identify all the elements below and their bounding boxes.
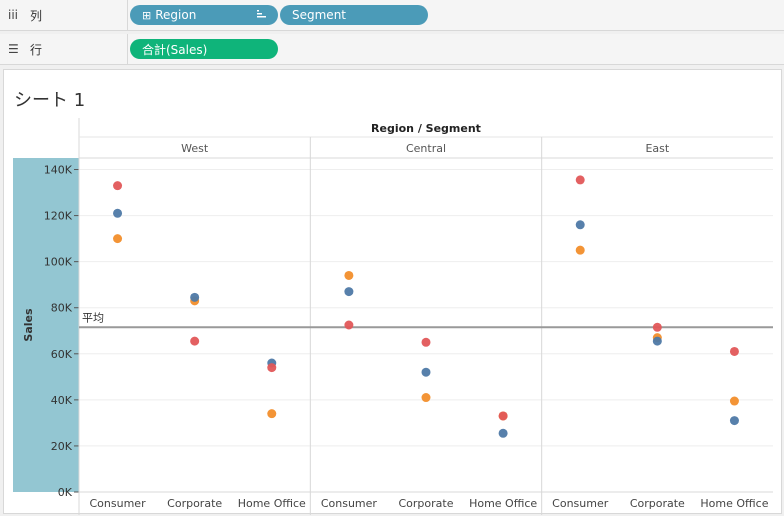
region-header: Central	[406, 142, 446, 155]
data-point	[267, 409, 277, 419]
data-point	[113, 181, 123, 191]
data-point	[421, 337, 431, 347]
y-tick-label: 20K	[51, 440, 73, 453]
average-line-label: 平均	[82, 311, 104, 324]
columns-shelf[interactable]: iii 列 ⊞ Region Segment	[0, 0, 784, 31]
columns-shelf-label: iii 列	[0, 0, 128, 30]
segment-tick-label: Consumer	[90, 497, 147, 510]
data-point	[267, 363, 277, 373]
y-tick-label: 140K	[44, 164, 73, 177]
data-point	[190, 336, 200, 346]
rows-shelf-label: ☰ 行	[0, 34, 128, 64]
columns-label-text: 列	[30, 8, 43, 23]
y-tick-label: 100K	[44, 256, 73, 269]
data-point	[729, 416, 739, 426]
y-tick-label: 120K	[44, 210, 73, 223]
data-point	[344, 287, 354, 297]
y-axis-title: Sales	[22, 308, 35, 342]
data-point	[344, 320, 354, 330]
y-axis-band	[13, 158, 79, 492]
segment-tick-label: Corporate	[630, 497, 685, 510]
segment-tick-label: Consumer	[321, 497, 378, 510]
data-point	[190, 292, 200, 302]
region-pill[interactable]: ⊞ Region	[130, 5, 278, 25]
data-point	[421, 393, 431, 403]
data-point	[575, 245, 585, 255]
data-point	[498, 411, 508, 421]
data-point	[652, 322, 662, 332]
sort-descending-icon[interactable]	[256, 8, 268, 23]
chart-header: Region / Segment	[371, 122, 481, 135]
region-header: East	[645, 142, 669, 155]
y-tick-label: 80K	[51, 302, 73, 315]
data-point	[344, 270, 354, 280]
segment-tick-label: Corporate	[167, 497, 222, 510]
segment-tick-label: Consumer	[552, 497, 609, 510]
rows-label-text: 行	[30, 42, 43, 57]
data-point	[113, 208, 123, 218]
columns-icon: iii	[8, 8, 19, 22]
rows-shelf[interactable]: ☰ 行 合計(Sales)	[0, 34, 784, 65]
sales-pill-label: 合計(Sales)	[142, 42, 208, 57]
segment-tick-label: Home Office	[238, 497, 306, 510]
y-tick-label: 0K	[58, 486, 73, 499]
segment-tick-label: Corporate	[399, 497, 454, 510]
data-point	[729, 346, 739, 356]
y-tick-label: 40K	[51, 394, 73, 407]
segment-tick-label: Home Office	[700, 497, 768, 510]
data-point	[421, 367, 431, 377]
data-point	[498, 428, 508, 438]
rows-icon: ☰	[8, 42, 19, 56]
segment-tick-label: Home Office	[469, 497, 537, 510]
worksheet: シート 1 Sales 0K 20K 40K 60K 80K 100K 120K 140K Reg…	[3, 69, 782, 515]
sheet-title: シート 1	[14, 90, 86, 111]
chart-svg: Sales 0K 20K 40K 60K 80K 100K 120K 140K Region / …	[13, 118, 773, 515]
data-point	[729, 396, 739, 406]
data-point	[575, 220, 585, 230]
data-point	[113, 234, 123, 244]
y-tick-label: 60K	[51, 348, 73, 361]
data-point	[652, 336, 662, 346]
segment-pill[interactable]: Segment	[280, 5, 428, 25]
sales-pill[interactable]: 合計(Sales)	[130, 39, 278, 59]
expand-icon: ⊞	[142, 8, 152, 22]
region-pill-label: Region	[155, 8, 197, 22]
segment-pill-label: Segment	[292, 8, 346, 22]
region-header: West	[181, 142, 209, 155]
data-point	[575, 175, 585, 185]
